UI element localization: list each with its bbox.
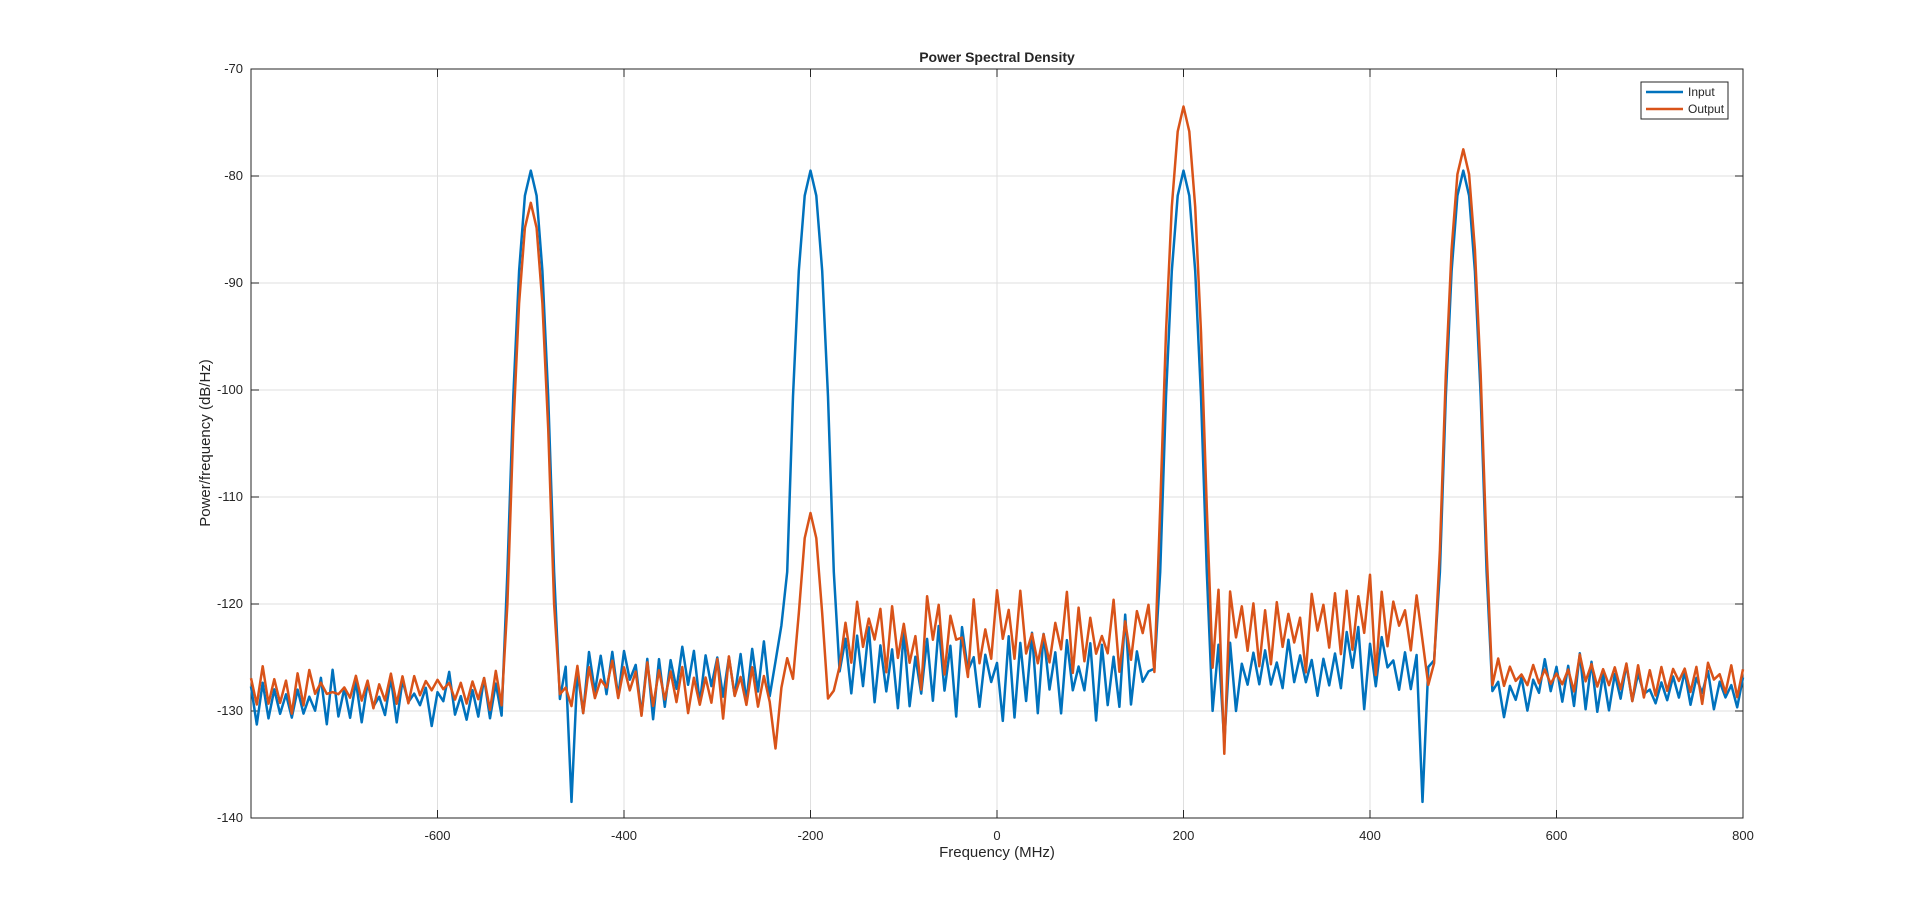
x-tick-label: 600	[1546, 828, 1568, 843]
y-axis-label: Power/frequency (dB/Hz)	[197, 359, 214, 527]
y-tick-label: -80	[224, 168, 243, 183]
x-axis-label: Frequency (MHz)	[939, 844, 1055, 861]
y-tick-label: -130	[217, 703, 243, 718]
y-tick-label: -140	[217, 810, 243, 825]
legend: Input Output	[1640, 81, 1729, 120]
y-tick-label: -110	[218, 489, 243, 504]
x-tick-label: -200	[797, 828, 823, 843]
series-lines	[249, 105, 1745, 804]
y-tick-label: -120	[217, 596, 243, 611]
series-line-input	[249, 169, 1745, 804]
x-tick-label: -400	[611, 828, 637, 843]
x-tick-label: 200	[1173, 828, 1195, 843]
axis-ticks: -600 -400 -200 0 200 400 600 800 -140 -130 -120 -11…	[217, 61, 1754, 843]
x-tick-label: 800	[1732, 828, 1754, 843]
legend-label-output: Output	[1688, 102, 1725, 116]
x-tick-label: -600	[424, 828, 450, 843]
x-tick-label: 0	[993, 828, 1000, 843]
legend-box	[1640, 81, 1729, 120]
y-tick-label: -100	[217, 382, 243, 397]
x-tick-label: 400	[1359, 828, 1381, 843]
series-line-output	[249, 105, 1745, 756]
y-tick-label: -90	[224, 275, 243, 290]
chart-title: Power Spectral Density	[919, 49, 1075, 65]
y-tick-label: -70	[224, 61, 243, 76]
legend-label-input: Input	[1688, 85, 1715, 99]
